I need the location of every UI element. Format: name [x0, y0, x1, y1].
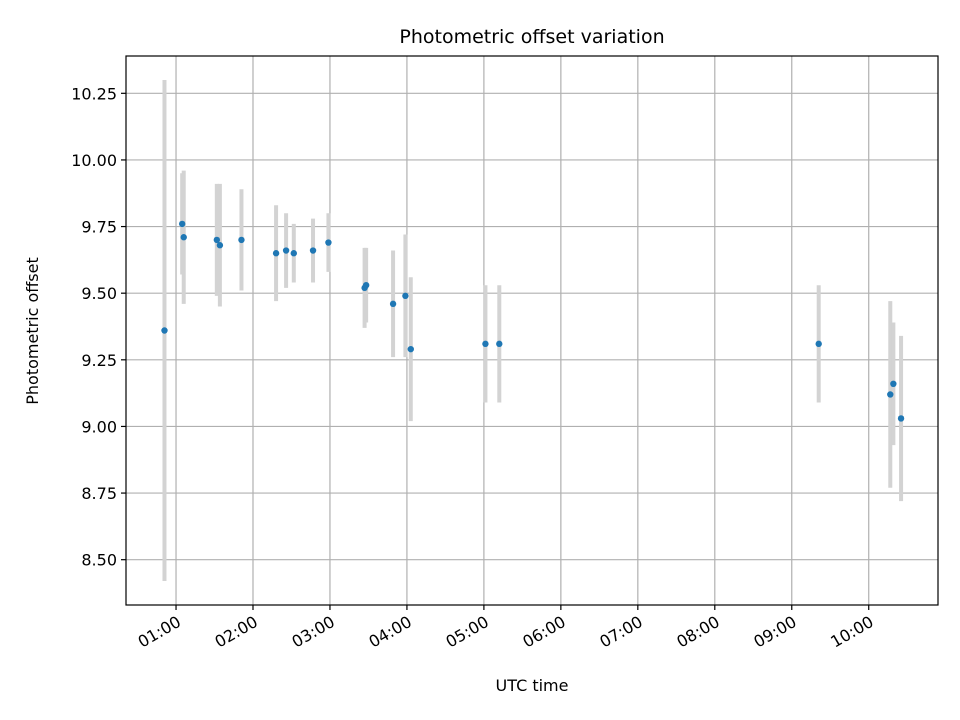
y-tick-label: 9.50: [81, 284, 117, 303]
x-axis-label: UTC time: [496, 676, 569, 695]
plot-frame: [125, 55, 939, 606]
y-tick-label: 8.50: [81, 551, 117, 570]
data-point: [178, 220, 186, 228]
x-ticks: 01:00 02:00 03:00 04:00 05:00 06:00 07:00 08:00…: [135, 605, 877, 652]
x-tick-label: 10:00: [827, 612, 876, 652]
plot-background: [126, 56, 938, 605]
data-point: [309, 247, 317, 254]
y-tick-label: 8.75: [81, 484, 117, 503]
data-point: [272, 250, 280, 257]
data-point: [161, 327, 168, 334]
x-tick-label: 02:00: [212, 612, 261, 652]
data-point: [282, 247, 290, 254]
x-tick-label: 03:00: [289, 612, 338, 652]
y-tick-label: 10.25: [71, 84, 117, 103]
data-point: [887, 391, 894, 398]
data-point: [897, 415, 905, 422]
data-point: [496, 340, 503, 348]
data-point: [402, 292, 409, 300]
data-point: [290, 250, 297, 257]
data-point: [407, 345, 414, 353]
x-tick-label: 05:00: [442, 612, 491, 652]
x-tick-label: 08:00: [673, 612, 722, 652]
grid: [126, 56, 938, 605]
data-point: [362, 281, 370, 289]
data-point: [815, 340, 822, 348]
x-tick-label: 06:00: [519, 612, 568, 652]
y-ticks: 8.50 8.75 9.00 9.25 9.50 9.75 10.00 10.25: [71, 84, 126, 570]
y-tick-label: 9.75: [81, 218, 117, 237]
x-tick-label: 04:00: [365, 612, 414, 652]
x-tick-label: 01:00: [135, 612, 184, 652]
data-point: [482, 340, 489, 348]
chart-title: Photometric offset variation: [399, 26, 664, 48]
y-axis-label: Photometric offset: [23, 257, 42, 405]
data-point: [216, 242, 224, 249]
y-tick-label: 9.25: [81, 351, 117, 370]
y-tick-label: 9.00: [81, 417, 117, 436]
x-tick-label: 09:00: [750, 612, 799, 652]
data-point: [238, 236, 245, 244]
y-tick-label: 10.00: [71, 151, 117, 170]
data-point: [213, 236, 221, 244]
data-point: [890, 380, 897, 388]
x-tick-label: 07:00: [596, 612, 645, 652]
points: [161, 220, 905, 422]
data-point: [325, 239, 332, 246]
data-point: [389, 300, 397, 308]
data-point: [180, 234, 187, 241]
